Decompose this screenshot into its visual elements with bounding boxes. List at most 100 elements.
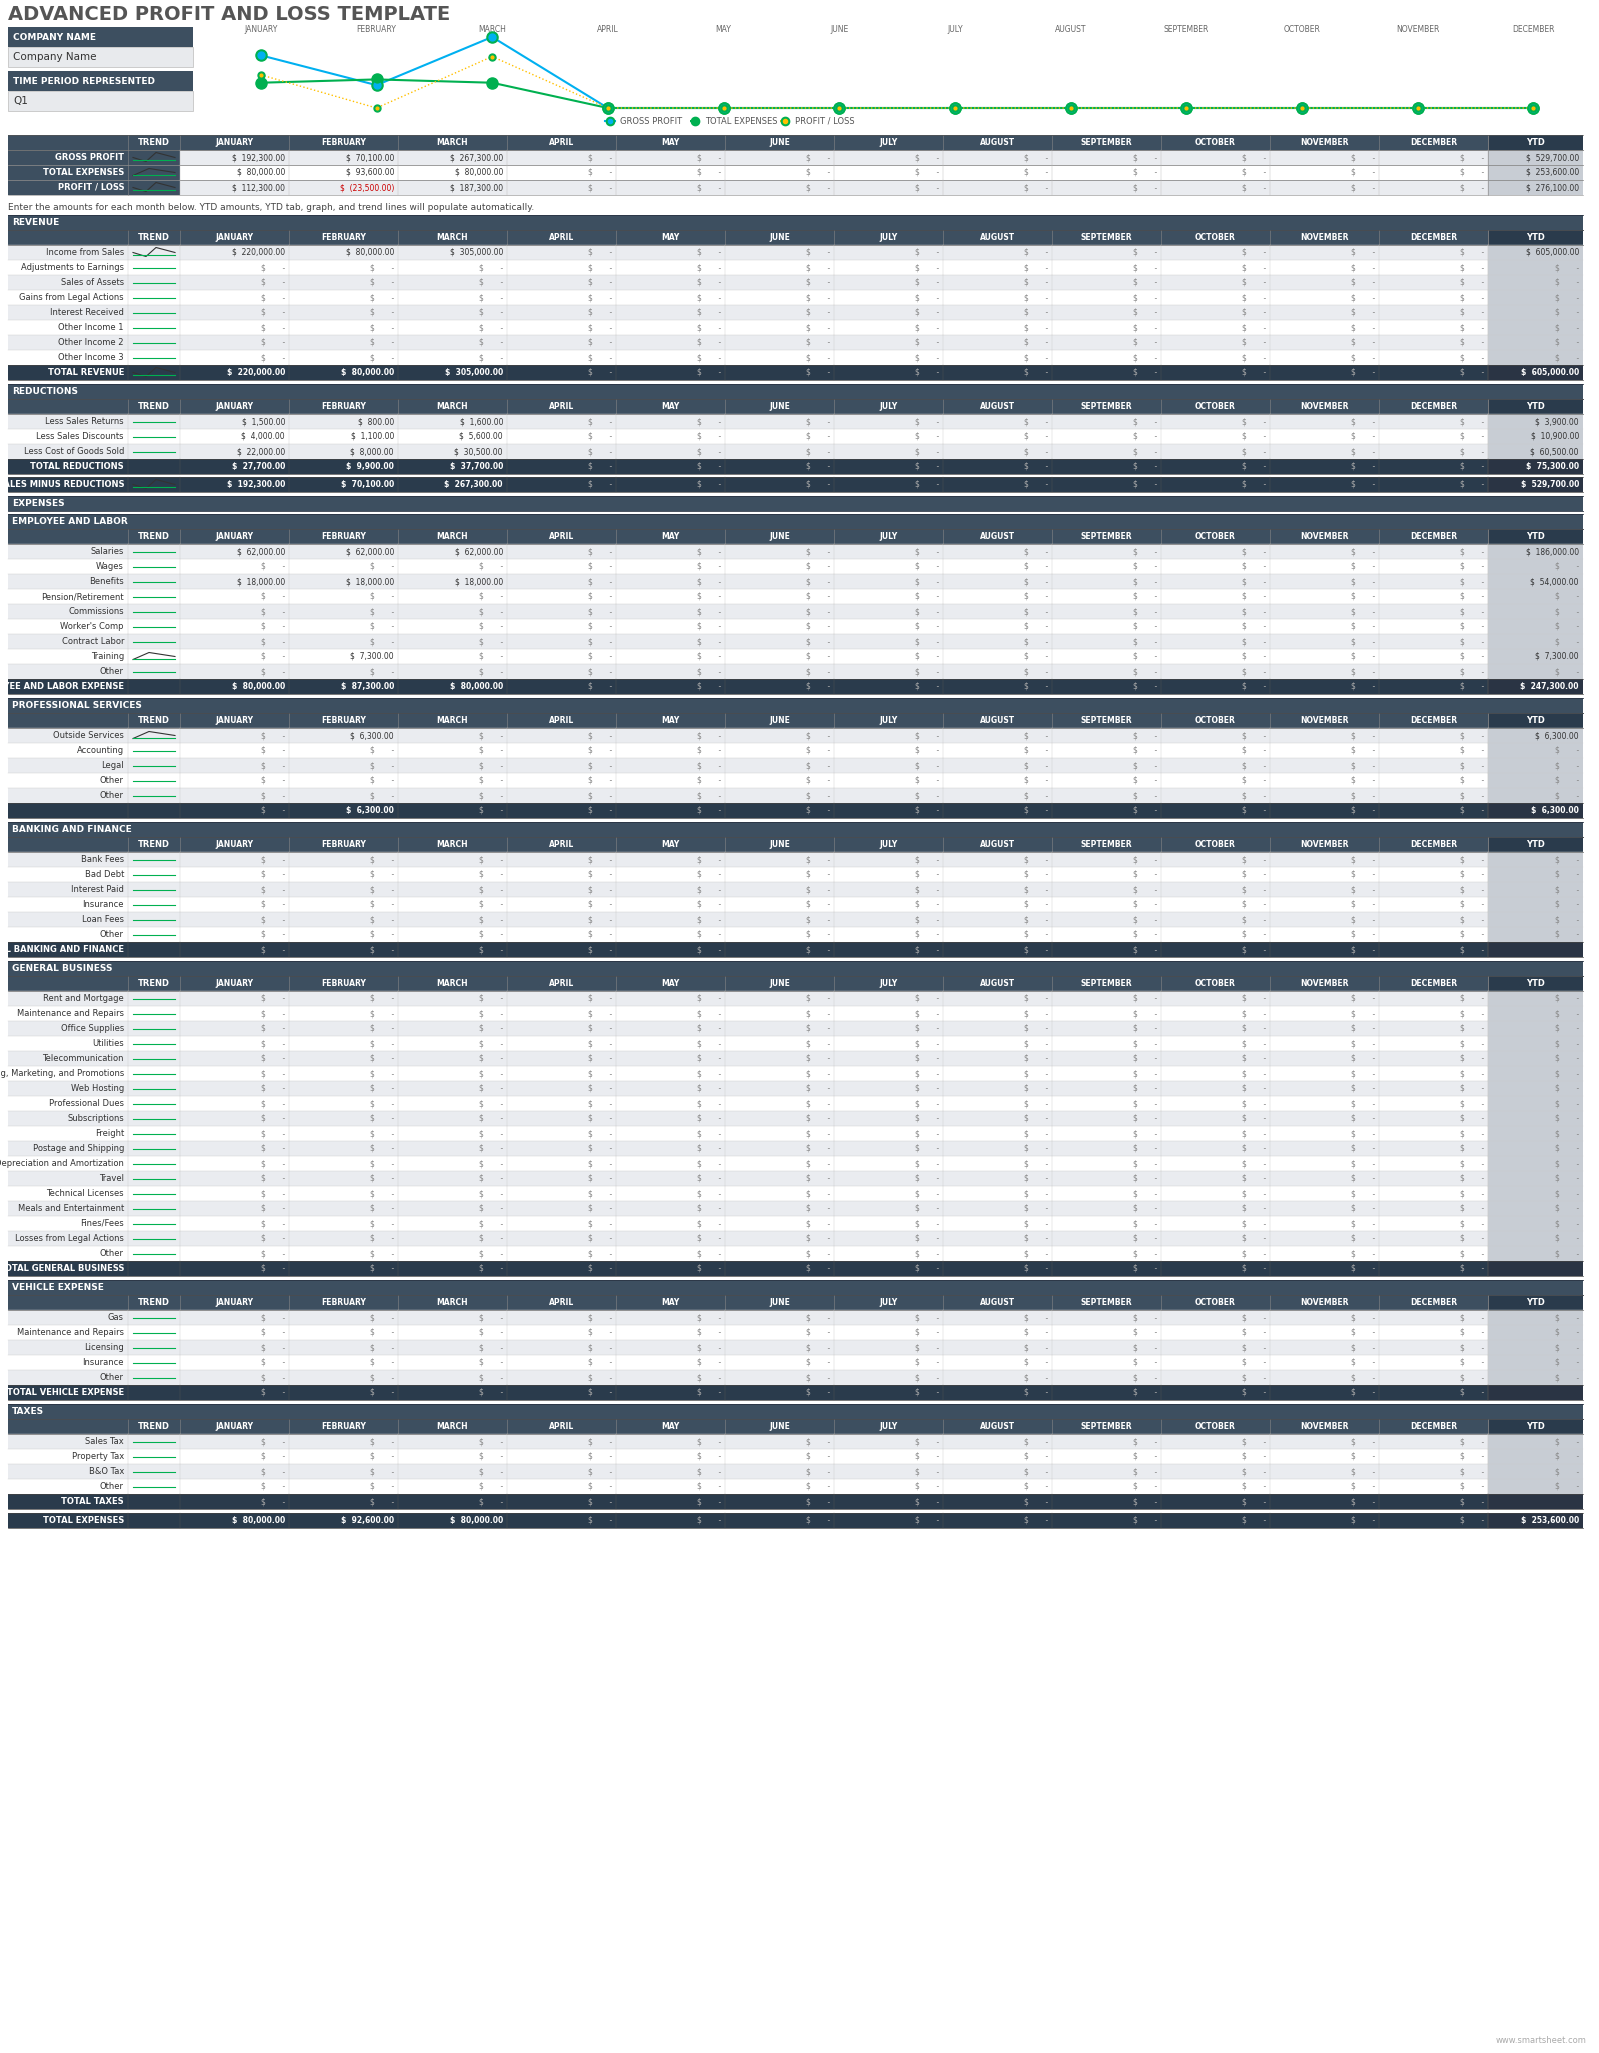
Bar [1270,729,1378,743]
Bar [1489,306,1583,320]
Bar [1270,181,1378,195]
Text: $       -: $ - [1351,994,1375,1004]
Text: $       -: $ - [1242,1482,1266,1490]
Bar [1378,1096,1489,1111]
Bar [724,1082,835,1096]
Text: $       -: $ - [369,1053,393,1063]
Text: $       -: $ - [1351,622,1375,630]
Text: $       -: $ - [1132,353,1158,361]
Bar [616,261,724,275]
Bar [1270,743,1378,758]
Bar [724,1215,835,1232]
Text: $       -: $ - [1132,308,1158,316]
Text: FEBRUARY: FEBRUARY [321,840,366,850]
Text: Loan Fees: Loan Fees [82,916,125,924]
Text: $       -: $ - [1023,1053,1047,1063]
Bar [181,1125,289,1141]
Text: $       -: $ - [697,1203,721,1213]
Text: $       -: $ - [697,1039,721,1047]
Bar [1161,1125,1270,1141]
Bar [8,72,193,90]
Text: $  5,600.00: $ 5,600.00 [459,431,504,441]
Bar [128,1187,181,1201]
Bar [8,1295,1583,1310]
Bar [507,743,616,758]
Text: $       -: $ - [806,622,830,630]
Text: MAY: MAY [716,25,731,35]
Bar [507,558,616,575]
Text: $       -: $ - [478,322,504,333]
Text: MARCH: MARCH [437,138,469,148]
Text: $       -: $ - [697,1098,721,1109]
Bar [724,992,835,1006]
Text: $       -: $ - [1132,1265,1158,1273]
Text: $       -: $ - [1242,1189,1266,1199]
Bar [128,1369,181,1386]
Bar [289,575,398,589]
Text: $       -: $ - [478,745,504,756]
Text: AUGUST: AUGUST [980,979,1015,987]
Bar [1270,164,1378,181]
Bar [1378,335,1489,349]
Bar [1052,415,1161,429]
Text: $       -: $ - [1242,1053,1266,1063]
Bar [1052,349,1161,365]
Bar [835,164,943,181]
Bar [616,289,724,306]
Bar [181,244,289,261]
Text: $       -: $ - [478,1129,504,1137]
Text: $       -: $ - [1242,417,1266,427]
Text: $  62,000.00: $ 62,000.00 [345,546,393,556]
Text: $       -: $ - [261,916,285,924]
Text: MAY: MAY [662,138,680,148]
Text: $       -: $ - [1351,1515,1375,1525]
Bar [1270,788,1378,803]
Text: $       -: $ - [1460,1189,1484,1199]
Text: $       -: $ - [915,308,939,316]
Text: $       -: $ - [1351,277,1375,287]
Text: $       -: $ - [1132,1070,1158,1078]
Text: $       -: $ - [1242,807,1266,815]
Text: MAY: MAY [662,1423,680,1431]
Bar [616,164,724,181]
Text: $       -: $ - [1351,294,1375,302]
Bar [289,1006,398,1020]
Bar [507,275,616,289]
Bar [181,1355,289,1369]
Bar [724,275,835,289]
Bar [835,604,943,620]
Text: $       -: $ - [806,762,830,770]
Text: $       -: $ - [588,1053,612,1063]
Text: $       -: $ - [261,762,285,770]
Bar [507,852,616,866]
Bar [1052,1187,1161,1201]
Text: MARCH: MARCH [437,979,469,987]
Text: $       -: $ - [478,885,504,893]
Text: $       -: $ - [1132,1174,1158,1183]
Bar [128,1232,181,1246]
Bar [8,398,128,415]
Bar [1270,443,1378,460]
Text: $  37,700.00: $ 37,700.00 [449,462,504,470]
Bar [1161,261,1270,275]
Text: JANUARY: JANUARY [216,840,254,850]
Text: $       -: $ - [1460,1234,1484,1242]
Text: $  54,000.00: $ 54,000.00 [1530,577,1578,585]
Text: $       -: $ - [806,322,830,333]
Text: $       -: $ - [1460,807,1484,815]
Text: $       -: $ - [1351,431,1375,441]
Text: $       -: $ - [1554,1039,1578,1047]
Text: $       -: $ - [478,294,504,302]
Bar [835,443,943,460]
Text: $       -: $ - [478,1437,504,1445]
Bar [507,415,616,429]
Text: $       -: $ - [1023,1468,1047,1476]
Text: $       -: $ - [369,854,393,864]
Text: $       -: $ - [1023,854,1047,864]
Text: $       -: $ - [1023,294,1047,302]
Text: $       -: $ - [1023,1497,1047,1507]
Bar [507,1464,616,1478]
Text: SEPTEMBER: SEPTEMBER [1081,979,1132,987]
Bar [1161,852,1270,866]
Bar [1161,649,1270,663]
